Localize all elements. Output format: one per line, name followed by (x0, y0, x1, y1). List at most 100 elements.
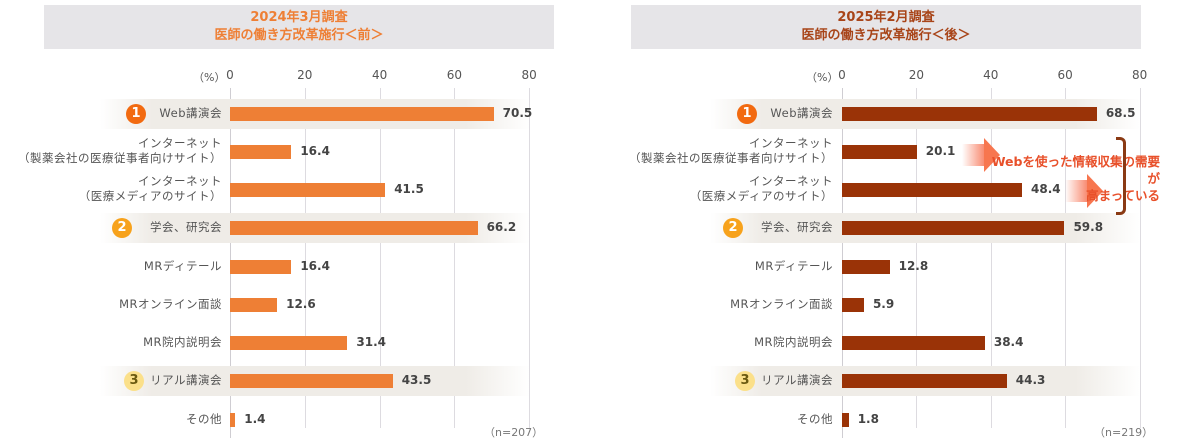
callout-line1: Webを使った情報収集の需要が (991, 154, 1160, 186)
gridline (529, 88, 531, 428)
title-line2: 医師の働き方改革施行＜後＞ (801, 28, 971, 43)
arrow-head (984, 138, 1000, 172)
bar-value-label: 48.4 (1031, 182, 1061, 196)
label-line2: （医療メディアのサイト） (689, 189, 833, 203)
category-label: 学会、研究会 (150, 220, 222, 234)
bar (842, 336, 985, 350)
category-label: MRオンライン面談 (730, 297, 833, 311)
bar-value-label: 68.5 (1105, 106, 1136, 120)
bar-value-label: 1.8 (857, 412, 879, 426)
sample-size-note: （n=219） (1094, 426, 1154, 439)
title-line1: 2025年2月調査 (837, 10, 935, 25)
label-line2: （製薬会社の医療従事者向けサイト） (18, 151, 222, 165)
category-label: インターネット （製薬会社の医療従事者向けサイト） (629, 136, 833, 166)
bar (842, 260, 890, 274)
bar (230, 413, 236, 427)
gridline (379, 88, 381, 428)
rank-badge-1: 1 (126, 104, 146, 124)
callout-text: Webを使った情報収集の需要が高まっている (990, 153, 1160, 204)
bar (842, 183, 1023, 197)
title-line2: 医師の働き方改革施行＜前＞ (214, 28, 384, 43)
category-label: MR院内説明会 (754, 335, 833, 349)
bar-value-label: 5.9 (872, 297, 895, 311)
axis-tick: 40 (371, 68, 388, 82)
label-line2: （製薬会社の医療従事者向けサイト） (629, 151, 833, 165)
bar (842, 221, 1065, 235)
axis-tick: 20 (908, 68, 925, 82)
gridline (454, 88, 456, 428)
bar (842, 107, 1097, 121)
rank-badge-2: 2 (112, 218, 132, 238)
bar (230, 260, 292, 274)
bar-value-label: 66.2 (486, 220, 517, 234)
axis-tick: 60 (1057, 68, 1073, 82)
arrow-head (1087, 174, 1103, 208)
axis-unit-label: （%） (193, 71, 226, 84)
gridline (990, 88, 992, 428)
bar (842, 298, 864, 312)
axis-tick: 20 (297, 68, 313, 82)
axis-tick: 40 (983, 68, 999, 82)
callout-line2: 高まっている (1086, 188, 1160, 203)
bar-value-label: 43.5 (401, 373, 432, 387)
bar (842, 413, 849, 427)
category-label: インターネット （製薬会社の医療従事者向けサイト） (18, 136, 222, 166)
chart-title: 2025年2月調査 医師の働き方改革施行＜後＞ (631, 5, 1141, 49)
gridline (1139, 88, 1141, 428)
axis-tick: 80 (521, 68, 537, 82)
bar-value-label: 12.8 (898, 259, 929, 273)
bar (842, 374, 1007, 388)
chart-title: 2024年3月調査 医師の働き方改革施行＜前＞ (44, 5, 554, 49)
category-label: MR院内説明会 (143, 335, 222, 349)
rank-badge-3: 3 (124, 371, 144, 391)
bar-value-label: 1.4 (244, 412, 266, 426)
axis-tick: 60 (446, 68, 463, 82)
category-label: リアル講演会 (150, 373, 222, 387)
bar-value-label: 16.4 (300, 259, 330, 273)
rank-badge-1: 1 (737, 104, 757, 124)
rank-badge-3: 3 (735, 371, 755, 391)
bar (230, 183, 386, 197)
bar (230, 336, 348, 350)
axis-tick: 80 (1131, 68, 1148, 82)
gridline (1065, 88, 1067, 428)
bracket (1116, 137, 1126, 215)
bar (230, 374, 393, 388)
rank-badge-2: 2 (723, 218, 743, 238)
category-label: インターネット （医療メディアのサイト） (79, 174, 222, 204)
bar-value-label: 31.4 (356, 335, 387, 349)
axis-tick: 0 (226, 68, 234, 82)
bar-value-label: 41.5 (394, 182, 424, 196)
arrow-body (1065, 180, 1087, 202)
bar-value-label: 70.5 (502, 106, 533, 120)
bar (230, 145, 292, 159)
label-line1: インターネット (749, 136, 833, 150)
label-line1: インターネット (749, 174, 833, 188)
category-label: MRディテール (143, 259, 222, 273)
axis-tick: 0 (838, 68, 846, 82)
bar-value-label: 20.1 (925, 144, 956, 158)
label-line1: インターネット (138, 136, 222, 150)
arrow-icon (1065, 174, 1105, 208)
bar (842, 145, 917, 159)
bar-value-label: 59.8 (1073, 220, 1104, 234)
bar-value-label: 44.3 (1015, 373, 1046, 387)
bar (230, 107, 494, 121)
bar-value-label: 12.6 (286, 297, 316, 311)
category-label: MRオンライン面談 (119, 297, 222, 311)
bar-value-label: 16.4 (300, 144, 330, 158)
label-line2: （医療メディアのサイト） (78, 189, 222, 203)
gridline (916, 88, 918, 428)
category-label: リアル講演会 (761, 373, 833, 387)
title-line1: 2024年3月調査 (250, 10, 348, 25)
category-label: 学会、研究会 (761, 220, 833, 234)
arrow-icon (962, 138, 1002, 172)
bar (230, 298, 278, 312)
category-label: インターネット （医療メディアのサイト） (690, 174, 833, 204)
bar (230, 221, 478, 235)
category-label: Web講演会 (770, 106, 833, 120)
bar-value-label: 38.4 (993, 335, 1024, 349)
arrow-body (962, 144, 984, 166)
gridline (304, 88, 306, 428)
